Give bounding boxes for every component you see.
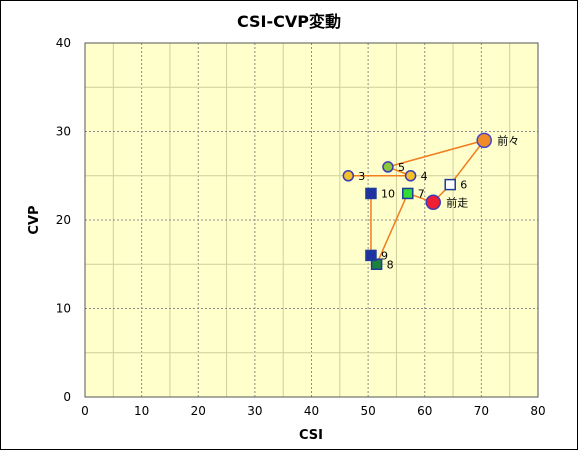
grid xyxy=(85,43,538,397)
x-tick-label: 30 xyxy=(247,404,262,418)
data-point xyxy=(425,194,441,211)
data-label: 3 xyxy=(358,170,365,183)
data-point-labels: 3 4 5 前々 6 前走 7 89 10 xyxy=(358,133,519,271)
data-point xyxy=(365,187,377,200)
x-tick-label: 0 xyxy=(81,404,89,418)
data-point xyxy=(444,178,456,191)
data-point xyxy=(476,132,492,149)
data-label: 4 xyxy=(421,170,428,183)
x-axis-label: CSI xyxy=(299,428,323,443)
y-tick-labels: 0 10 20 30 40 xyxy=(56,36,71,404)
data-points xyxy=(342,132,492,270)
x-tick-label: 10 xyxy=(134,404,149,418)
x-tick-labels: 0 10 20 30 40 50 60 70 80 xyxy=(81,404,545,418)
data-label: 6 xyxy=(460,179,467,192)
y-tick-label: 30 xyxy=(56,125,71,139)
x-tick-label: 80 xyxy=(530,404,545,418)
x-tick-label: 50 xyxy=(360,404,375,418)
y-tick-label: 0 xyxy=(63,390,71,404)
x-tick-label: 40 xyxy=(304,404,319,418)
y-tick-label: 20 xyxy=(56,213,71,227)
data-point xyxy=(342,170,355,182)
data-label: 8 xyxy=(387,258,394,271)
y-axis-label: CVP xyxy=(27,205,42,234)
data-label: 7 xyxy=(418,187,425,200)
x-tick-label: 20 xyxy=(191,404,206,418)
x-tick-label: 70 xyxy=(474,404,489,418)
data-point xyxy=(382,161,394,173)
data-label: 10 xyxy=(381,187,395,200)
chart-title: CSI-CVP変動 xyxy=(237,12,341,31)
data-point xyxy=(404,170,417,182)
data-label: 5 xyxy=(398,161,405,174)
data-label: 9 xyxy=(381,249,388,262)
y-tick-label: 40 xyxy=(56,36,71,50)
data-label: 前走 xyxy=(446,195,468,209)
data-point xyxy=(365,249,377,262)
plot-border xyxy=(84,42,539,398)
data-label: 前々 xyxy=(497,133,519,147)
x-tick-label: 60 xyxy=(417,404,432,418)
y-tick-label: 10 xyxy=(56,302,71,316)
data-point xyxy=(402,187,414,200)
